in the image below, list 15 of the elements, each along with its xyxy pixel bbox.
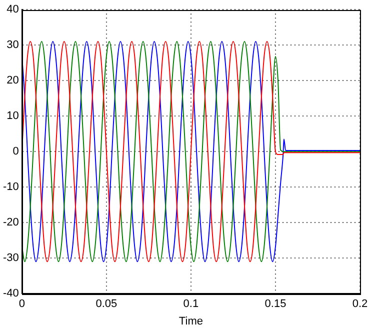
y-tick-label: -40 [2,288,19,300]
x-tick-label: 0.05 [96,298,118,310]
x-axis-title: Time [178,315,203,328]
y-tick-label: 10 [6,110,19,122]
x-tick-label: 0.15 [264,298,286,310]
line-series [22,41,360,262]
y-tick-label: -30 [2,252,19,264]
x-tick-label: 0.1 [183,298,199,310]
y-tick-label: -10 [2,181,19,194]
y-tick-label: -20 [2,216,19,229]
y-tick-label: 40 [6,4,19,16]
x-tick-label: 0.2 [352,298,368,310]
y-tick-label: 30 [6,39,19,52]
y-tick-label: 20 [6,74,19,87]
y-tick-label: 0 [12,146,19,158]
